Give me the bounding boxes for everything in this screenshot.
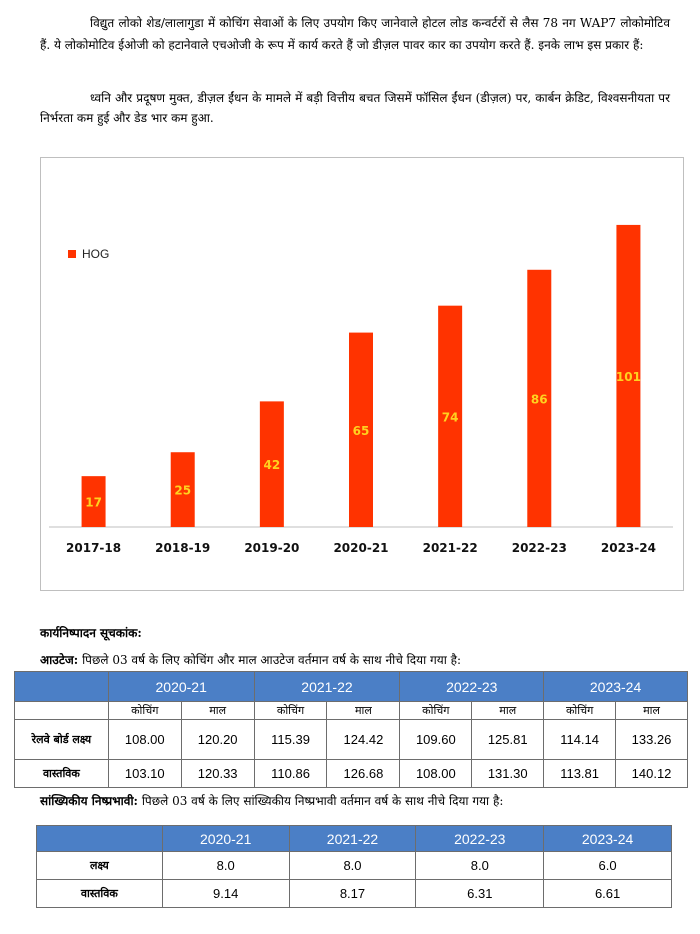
table-row: वास्तविक 103.10 120.33 110.86 126.68 108… bbox=[14, 759, 688, 788]
stat-year-header: 2022-23 bbox=[415, 825, 545, 852]
x-tick-label: 2018-19 bbox=[155, 541, 210, 555]
bar bbox=[81, 476, 106, 527]
outage-intro: आउटेज: पिछले 03 वर्ष के लिए कोचिंग और मा… bbox=[40, 651, 461, 668]
intro-paragraph-1: विद्युत लोको शेड/लालागुडा में कोचिंग सेव… bbox=[40, 16, 670, 52]
data-label: 25 bbox=[174, 484, 191, 498]
stat-row-label: लक्ष्य bbox=[36, 851, 163, 880]
table-cell: 8.0 bbox=[415, 851, 545, 880]
outage-row-label: रेलवे बोर्ड लक्ष्य bbox=[14, 719, 109, 760]
stat-corner-cell bbox=[36, 825, 163, 852]
data-label: 17 bbox=[85, 496, 102, 510]
outage-sub-header: कोचिंग bbox=[107, 701, 182, 720]
table-cell: 103.10 bbox=[107, 759, 182, 788]
outage-year-header: 2021-22 bbox=[253, 671, 401, 702]
stat-table: 2020-21 2021-22 2022-23 2023-24 लक्ष्य 8… bbox=[36, 825, 672, 908]
chart-canvas: 17 2017-18 25 2018-19 42 2019-20 65 2020-21 74 20… bbox=[49, 224, 673, 555]
table-cell: 133.26 bbox=[615, 719, 688, 760]
bar bbox=[438, 305, 463, 527]
outage-sub-header: माल bbox=[615, 701, 688, 720]
stat-year-header: 2023-24 bbox=[543, 825, 672, 852]
outage-corner-cell bbox=[14, 671, 109, 702]
outage-sub-header: कोचिंग bbox=[399, 701, 473, 720]
table-cell: 126.68 bbox=[326, 759, 401, 788]
table-cell: 115.39 bbox=[253, 719, 328, 760]
data-label: 74 bbox=[442, 410, 459, 424]
outage-year-header: 2022-23 bbox=[399, 671, 545, 702]
outage-sub-header: माल bbox=[180, 701, 255, 720]
outage-text: पिछले 03 वर्ष के लिए कोचिंग और माल आउटेज… bbox=[82, 653, 462, 667]
table-row: वास्तविक 9.14 8.17 6.31 6.61 bbox=[36, 879, 672, 908]
table-cell: 6.0 bbox=[543, 851, 672, 880]
table-cell: 113.81 bbox=[543, 759, 617, 788]
table-cell: 131.30 bbox=[471, 759, 545, 788]
table-cell: 8.0 bbox=[161, 851, 290, 880]
table-cell: 110.86 bbox=[253, 759, 328, 788]
stat-text: पिछले 03 वर्ष के लिए सांख्यिकीय निष्प्रभ… bbox=[141, 794, 504, 808]
stat-title: सांख्यिकीय निष्प्रभावी: bbox=[40, 794, 138, 808]
stat-row-label: वास्तविक bbox=[36, 879, 163, 908]
outage-sub-header: कोचिंग bbox=[543, 701, 617, 720]
table-cell: 114.14 bbox=[543, 719, 617, 760]
table-cell: 8.0 bbox=[288, 851, 417, 880]
legend-label: HOG bbox=[82, 247, 109, 261]
data-label: 65 bbox=[353, 424, 370, 438]
x-tick-label: 2017-18 bbox=[66, 541, 121, 555]
bar bbox=[259, 401, 284, 527]
x-tick-label: 2021-22 bbox=[423, 541, 478, 555]
outage-title: आउटेज: bbox=[40, 653, 79, 667]
table-cell: 8.17 bbox=[288, 879, 417, 908]
table-cell: 108.00 bbox=[399, 759, 473, 788]
table-cell: 140.12 bbox=[615, 759, 688, 788]
table-cell: 125.81 bbox=[471, 719, 545, 760]
table-cell: 120.33 bbox=[180, 759, 255, 788]
table-row: लक्ष्य 8.0 8.0 8.0 6.0 bbox=[36, 851, 672, 880]
outage-year-header: 2020-21 bbox=[107, 671, 255, 702]
intro-paragraph-2: ध्वनि और प्रदूषण मुक्त, डीज़ल ईंधन के मा… bbox=[40, 91, 670, 125]
outage-row-label: वास्तविक bbox=[14, 759, 109, 788]
outage-sub-blank bbox=[14, 701, 109, 720]
data-label: 42 bbox=[264, 458, 281, 472]
x-tick-label: 2022-23 bbox=[512, 541, 567, 555]
outage-table: 2020-21 2021-22 2022-23 2023-24 कोचिंग म… bbox=[14, 671, 688, 788]
kpi-heading: कार्यनिष्पादन सूचकांक: bbox=[40, 626, 142, 640]
table-cell: 6.31 bbox=[415, 879, 545, 908]
table-cell: 124.42 bbox=[326, 719, 401, 760]
table-cell: 108.00 bbox=[107, 719, 182, 760]
bar bbox=[349, 332, 373, 527]
table-cell: 9.14 bbox=[161, 879, 290, 908]
hog-chart: 17 2017-18 25 2018-19 42 2019-20 65 2020-21 74 20… bbox=[40, 157, 684, 591]
x-tick-label: 2020-21 bbox=[333, 541, 388, 555]
outage-year-header: 2023-24 bbox=[543, 671, 688, 702]
data-label: 86 bbox=[531, 392, 548, 406]
bar bbox=[616, 224, 641, 527]
bar bbox=[527, 269, 552, 527]
data-label: 101 bbox=[616, 370, 641, 384]
table-cell: 120.20 bbox=[180, 719, 255, 760]
outage-sub-header: माल bbox=[326, 701, 401, 720]
outage-sub-header: माल bbox=[471, 701, 545, 720]
bar bbox=[170, 452, 195, 527]
stat-intro: सांख्यिकीय निष्प्रभावी: पिछले 03 वर्ष के… bbox=[40, 792, 503, 809]
x-tick-label: 2023-24 bbox=[601, 541, 656, 555]
table-cell: 6.61 bbox=[543, 879, 672, 908]
outage-sub-header: कोचिंग bbox=[253, 701, 328, 720]
x-tick-label: 2019-20 bbox=[244, 541, 299, 555]
table-row: रेलवे बोर्ड लक्ष्य 108.00 120.20 115.39 … bbox=[14, 719, 688, 760]
legend-swatch bbox=[68, 250, 76, 258]
table-cell: 109.60 bbox=[399, 719, 473, 760]
stat-year-header: 2021-22 bbox=[288, 825, 417, 852]
stat-year-header: 2020-21 bbox=[161, 825, 290, 852]
